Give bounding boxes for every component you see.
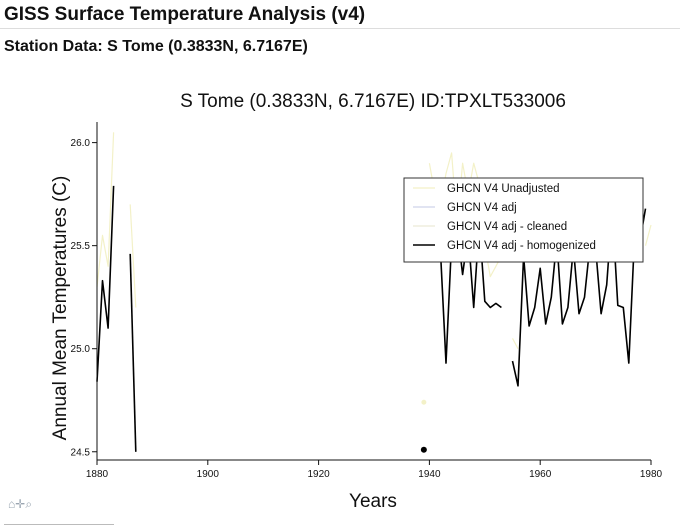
plot-toolbar: ⌂✛⌕ bbox=[8, 497, 32, 512]
legend-label-1: GHCN V4 Unadjusted bbox=[447, 183, 560, 195]
series-1-line-1 bbox=[96, 132, 115, 287]
y-axis-label: Annual Mean Temperatures (C) bbox=[50, 176, 71, 441]
series-4-line-2 bbox=[129, 253, 137, 452]
temperature-chart: S Tome (0.3833N, 6.7167E) ID:TPXLT533006… bbox=[50, 91, 663, 512]
pan-icon[interactable]: ✛ bbox=[15, 497, 25, 511]
x-tick-label-6: 1980 bbox=[640, 469, 663, 480]
series-1-line-5 bbox=[644, 224, 652, 246]
series-1 bbox=[96, 132, 652, 405]
x-tick-label-3: 1920 bbox=[307, 469, 330, 480]
legend-label-2: GHCN V4 adj bbox=[447, 202, 517, 214]
series-1-point-1 bbox=[421, 399, 427, 405]
series-1-line-4 bbox=[511, 338, 519, 349]
station-title: Station Data: S Tome (0.3833N, 6.7167E) bbox=[4, 38, 308, 55]
title-divider bbox=[0, 28, 680, 29]
zoom-icon[interactable]: ⌕ bbox=[25, 497, 32, 511]
y-tick-label-2: 25.0 bbox=[71, 344, 91, 355]
x-tick-label-1: 1880 bbox=[86, 469, 109, 480]
x-tick-label-4: 1940 bbox=[418, 469, 441, 480]
home-icon[interactable]: ⌂ bbox=[8, 497, 15, 511]
x-tick-label-2: 1900 bbox=[197, 469, 220, 480]
x-tick-label-5: 1960 bbox=[529, 469, 552, 480]
y-tick-label-1: 24.5 bbox=[71, 447, 91, 458]
chart-legend: GHCN V4 Unadjusted GHCN V4 adj GHCN V4 adj… bbox=[403, 177, 644, 263]
y-tick-label-4: 26.0 bbox=[71, 138, 91, 149]
chart-title: S Tome (0.3833N, 6.7167E) ID:TPXLT533006 bbox=[180, 91, 566, 112]
legend-box bbox=[403, 177, 644, 263]
legend-label-3: GHCN V4 adj - cleaned bbox=[447, 221, 567, 233]
series-4-line-4 bbox=[511, 207, 647, 387]
bottom-divider bbox=[4, 524, 114, 525]
series-4-point-1 bbox=[420, 446, 427, 453]
axes: 1880 1900 1920 1940 1960 1980 24.5 25.0 25.5 26.0 bbox=[71, 122, 663, 480]
series-4-line-1 bbox=[96, 185, 115, 382]
legend-label-4: GHCN V4 adj - homogenized bbox=[447, 240, 596, 252]
x-axis-label: Years bbox=[349, 491, 397, 512]
page-title: GISS Surface Temperature Analysis (v4) bbox=[4, 4, 366, 25]
y-tick-label-3: 25.5 bbox=[71, 241, 91, 252]
series-1-line-2 bbox=[129, 204, 137, 308]
